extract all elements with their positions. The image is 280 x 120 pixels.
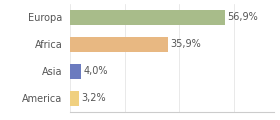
Text: 56,9%: 56,9%	[227, 12, 258, 22]
Bar	[70, 10, 225, 24]
Bar	[70, 37, 168, 51]
Bar	[70, 91, 79, 105]
Text: 35,9%: 35,9%	[170, 39, 201, 49]
Text: 4,0%: 4,0%	[83, 66, 108, 76]
Bar	[70, 64, 81, 78]
Text: 3,2%: 3,2%	[81, 93, 106, 103]
